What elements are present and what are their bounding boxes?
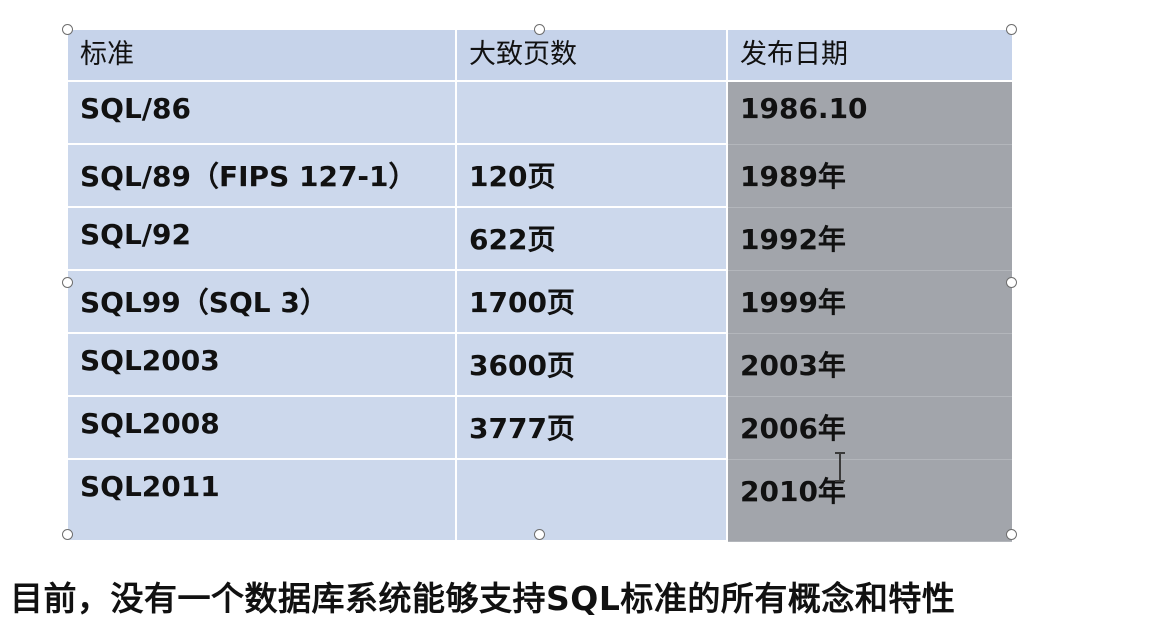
cell-standard[interactable]: SQL2011 bbox=[68, 459, 457, 542]
table-row: SQL/89（FIPS 127-1） 120页 1989年 bbox=[68, 144, 1012, 208]
header-standard[interactable]: 标准 bbox=[68, 30, 457, 82]
cell-date[interactable]: 1999年 bbox=[727, 270, 1012, 334]
table-row: SQL/92 622页 1992年 bbox=[68, 207, 1012, 271]
table-row: SQL2011 2010年 bbox=[68, 459, 1012, 542]
resize-handle-bottom-right[interactable] bbox=[1006, 529, 1017, 540]
table-row: SQL/86 1986.10 bbox=[68, 81, 1012, 145]
text-cursor-icon bbox=[835, 452, 845, 482]
cell-date[interactable]: 2006年 bbox=[727, 396, 1012, 460]
cell-standard[interactable]: SQL/86 bbox=[68, 81, 457, 145]
cell-date[interactable]: 2010年 bbox=[727, 459, 1012, 542]
resize-handle-top-center[interactable] bbox=[534, 24, 545, 35]
sql-standards-table[interactable]: 标准 大致页数 发布日期 SQL/86 1986.10 SQL/89（FIPS … bbox=[68, 30, 1012, 542]
cell-date[interactable]: 1992年 bbox=[727, 207, 1012, 271]
table-row: SQL2008 3777页 2006年 bbox=[68, 396, 1012, 460]
table-row: SQL99（SQL 3） 1700页 1999年 bbox=[68, 270, 1012, 334]
header-release-date[interactable]: 发布日期 bbox=[727, 30, 1012, 82]
cell-standard[interactable]: SQL2003 bbox=[68, 333, 457, 397]
cell-pages[interactable] bbox=[456, 81, 728, 145]
cell-standard[interactable]: SQL/92 bbox=[68, 207, 457, 271]
resize-handle-middle-right[interactable] bbox=[1006, 277, 1017, 288]
cell-pages[interactable] bbox=[456, 459, 728, 542]
resize-handle-top-right[interactable] bbox=[1006, 24, 1017, 35]
cell-pages[interactable]: 3600页 bbox=[456, 333, 728, 397]
table-row: SQL2003 3600页 2003年 bbox=[68, 333, 1012, 397]
cell-date[interactable]: 2003年 bbox=[727, 333, 1012, 397]
table-header-row: 标准 大致页数 发布日期 bbox=[68, 30, 1012, 82]
cell-standard[interactable]: SQL/89（FIPS 127-1） bbox=[68, 144, 457, 208]
resize-handle-top-left[interactable] bbox=[62, 24, 73, 35]
cell-standard[interactable]: SQL2008 bbox=[68, 396, 457, 460]
cell-pages[interactable]: 1700页 bbox=[456, 270, 728, 334]
cell-pages[interactable]: 120页 bbox=[456, 144, 728, 208]
cell-pages[interactable]: 622页 bbox=[456, 207, 728, 271]
slide-caption: 目前，没有一个数据库系统能够支持SQL标准的所有概念和特性 bbox=[10, 579, 956, 618]
cell-date[interactable]: 1989年 bbox=[727, 144, 1012, 208]
header-pages[interactable]: 大致页数 bbox=[456, 30, 728, 82]
cell-date[interactable]: 1986.10 bbox=[727, 81, 1012, 145]
cell-pages[interactable]: 3777页 bbox=[456, 396, 728, 460]
resize-handle-bottom-left[interactable] bbox=[62, 529, 73, 540]
cell-standard[interactable]: SQL99（SQL 3） bbox=[68, 270, 457, 334]
resize-handle-bottom-center[interactable] bbox=[534, 529, 545, 540]
resize-handle-middle-left[interactable] bbox=[62, 277, 73, 288]
